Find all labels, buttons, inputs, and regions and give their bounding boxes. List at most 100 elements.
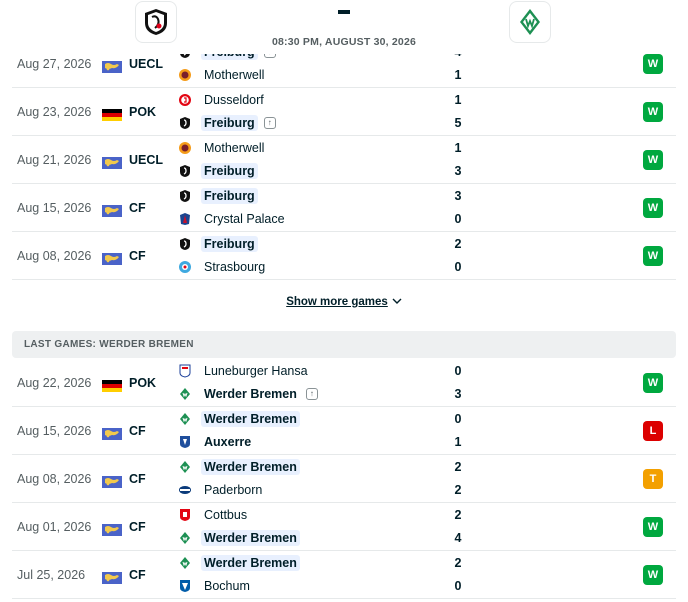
team-away: Freiburg ↑: [178, 113, 276, 133]
paderborn-icon: [178, 483, 192, 497]
home-score: 0: [454, 364, 462, 378]
freiburg-crest-icon[interactable]: [135, 1, 177, 43]
match-row[interactable]: Aug 08, 2026 CF Werder Bremen Paderborn …: [12, 455, 676, 503]
competition-label: CF: [129, 424, 146, 438]
competition-label: CF: [129, 249, 146, 263]
team-home: Cottbus: [178, 505, 250, 525]
freiburg-icon: [178, 189, 192, 203]
team-home: Werder Bremen: [178, 553, 300, 573]
match-row[interactable]: Aug 15, 2026 CF Freiburg Crystal Palace …: [12, 184, 676, 232]
result-badge: W: [643, 198, 663, 218]
result-badge: W: [643, 102, 663, 122]
competition-label: POK: [129, 105, 157, 119]
match-row[interactable]: Aug 08, 2026 CF Freiburg Strasbourg 2 0 …: [12, 232, 676, 280]
advance-icon: ↑: [305, 388, 318, 400]
germany-flag-icon: [102, 379, 122, 392]
home-score: 0: [454, 412, 462, 426]
bochum-icon: [178, 579, 192, 593]
match-date: Aug 27, 2026: [17, 57, 92, 71]
team-away: Auxerre: [178, 432, 254, 452]
team-home: Motherwell: [178, 138, 267, 158]
match-header: 08:30 PM, AUGUST 30, 2026: [0, 0, 688, 54]
team-name: Motherwell: [204, 141, 265, 155]
germany-flag-icon: [102, 108, 122, 121]
motherwell-icon: [178, 68, 192, 82]
match-date: Aug 22, 2026: [17, 376, 92, 390]
match-row[interactable]: Aug 01, 2026 CF Cottbus Werder Bremen 2 …: [12, 503, 676, 551]
match-date: Aug 15, 2026: [17, 201, 92, 215]
competition-label: UECL: [129, 153, 164, 167]
result-badge: W: [643, 54, 663, 74]
match-date: Aug 21, 2026: [17, 153, 92, 167]
team-away: Werder Bremen: [178, 528, 300, 548]
chevron-down-icon: [392, 296, 402, 308]
world-flag-icon: [102, 252, 122, 265]
away-score: 2: [454, 483, 462, 497]
world-flag-icon: [102, 156, 122, 169]
result-badge: W: [643, 517, 663, 537]
result-badge: W: [643, 150, 663, 170]
team-name: Cottbus: [204, 508, 248, 522]
freiburg-icon: [178, 237, 192, 251]
team-name: Werder Bremen: [204, 387, 297, 401]
werder-bremen-icon: [178, 556, 192, 570]
match-date: Aug 08, 2026: [17, 472, 92, 486]
home-score: 2: [454, 237, 462, 251]
freiburg-icon: [178, 164, 192, 178]
result-badge: W: [643, 373, 663, 393]
team-name: Werder Bremen: [201, 530, 300, 546]
match-date: Aug 01, 2026: [17, 520, 92, 534]
team-name: Motherwell: [204, 68, 265, 82]
show-more-games-link[interactable]: Show more games: [0, 296, 688, 308]
result-badge: W: [643, 565, 663, 585]
werder-bremen-icon: [178, 412, 192, 426]
competition-label: CF: [129, 520, 146, 534]
world-flag-icon: [102, 60, 122, 73]
crystal-palace-icon: [178, 212, 192, 226]
match-row[interactable]: Aug 15, 2026 CF Werder Bremen Auxerre 0 …: [12, 407, 676, 455]
score-separator: [338, 10, 350, 14]
home-score: 2: [454, 556, 462, 570]
team-away: Motherwell: [178, 65, 267, 85]
match-row[interactable]: Aug 23, 2026 POK Dusseldorf Freiburg ↑ 1…: [12, 88, 676, 136]
dusseldorf-icon: [178, 93, 192, 107]
world-flag-icon: [102, 571, 122, 584]
auxerre-icon: [178, 435, 192, 449]
team-name: Luneburger Hansa: [204, 364, 308, 378]
match-row[interactable]: Aug 22, 2026 POK Luneburger Hansa Werder…: [12, 359, 676, 407]
match-date: Aug 15, 2026: [17, 424, 92, 438]
werder-bremen-icon: [178, 460, 192, 474]
werder-bremen-crest-icon[interactable]: [509, 1, 551, 43]
away-score: 3: [454, 164, 462, 178]
home-score: 1: [454, 141, 462, 155]
world-flag-icon: [102, 523, 122, 536]
match-date: Aug 08, 2026: [17, 249, 92, 263]
luneburger-hansa-icon: [178, 364, 192, 378]
result-badge: L: [643, 421, 663, 441]
team-name: Dusseldorf: [204, 93, 264, 107]
match-row[interactable]: Jul 25, 2026 CF Werder Bremen Bochum 2 0…: [12, 551, 676, 599]
team-name: Strasbourg: [204, 260, 266, 274]
world-flag-icon: [102, 427, 122, 440]
team-name: Freiburg: [201, 163, 258, 179]
world-flag-icon: [102, 475, 122, 488]
freiburg-icon: [178, 116, 192, 130]
result-badge: W: [643, 246, 663, 266]
cottbus-icon: [178, 508, 192, 522]
werder-bremen-icon: [178, 531, 192, 545]
team-home: Werder Bremen: [178, 457, 300, 477]
team-name: Bochum: [204, 579, 250, 593]
match-date: Jul 25, 2026: [17, 568, 86, 582]
match-row[interactable]: Aug 21, 2026 UECL Motherwell Freiburg 1 …: [12, 136, 676, 184]
away-score: 5: [454, 116, 462, 130]
away-score: 0: [454, 212, 462, 226]
match-datetime: 08:30 PM, AUGUST 30, 2026: [271, 36, 417, 48]
strasbourg-icon: [178, 260, 192, 274]
team-name: Auxerre: [204, 435, 252, 449]
competition-label: CF: [129, 568, 146, 582]
team-home: Freiburg: [178, 186, 258, 206]
away-score: 4: [454, 531, 462, 545]
team-name: Werder Bremen: [201, 459, 300, 475]
competition-label: UECL: [129, 57, 164, 71]
team-home: Luneburger Hansa: [178, 361, 311, 381]
